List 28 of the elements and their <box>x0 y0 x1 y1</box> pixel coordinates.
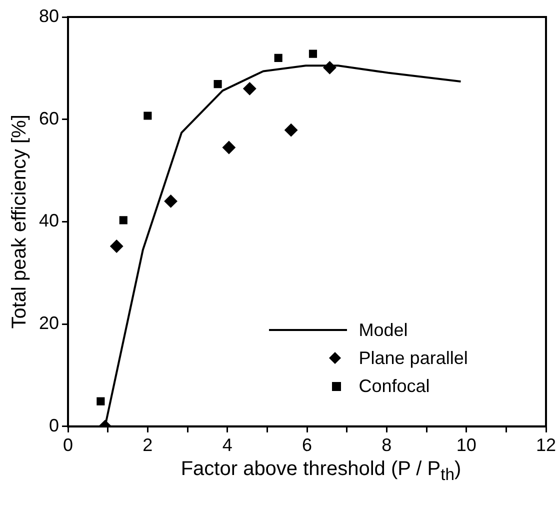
y-tick-label: 0 <box>49 415 60 436</box>
point <box>96 397 105 406</box>
x-axis-title: Factor above threshold (P / P$_{th}$) <box>180 458 462 485</box>
point <box>164 194 178 208</box>
x-tick-label: 8 <box>382 435 392 456</box>
x-tick-label: 4 <box>222 435 232 456</box>
y-tick-label: 60 <box>38 108 60 128</box>
point <box>243 82 256 96</box>
y-tick-label: 80 <box>38 6 60 26</box>
point <box>308 50 318 58</box>
legend-label: Plane parallel <box>358 348 468 369</box>
y-tick-label: 40 <box>38 210 60 231</box>
legend-label: Confocal <box>358 376 430 397</box>
y-axis-title: Total peak efficiency [%] <box>8 114 31 329</box>
point <box>274 54 282 62</box>
point <box>144 112 152 120</box>
point <box>284 124 298 137</box>
point <box>110 240 124 253</box>
legend-label: Model <box>358 320 408 341</box>
x-tick-label: 12 <box>536 435 556 456</box>
y-tick-label: 20 <box>38 313 60 334</box>
x-tick-label: 6 <box>302 435 312 456</box>
x-tick-label: 2 <box>142 435 153 456</box>
point <box>222 140 236 154</box>
point <box>214 80 222 88</box>
point <box>119 216 128 224</box>
x-tick-label: 10 <box>456 435 476 456</box>
x-tick-label: 0 <box>63 435 74 456</box>
